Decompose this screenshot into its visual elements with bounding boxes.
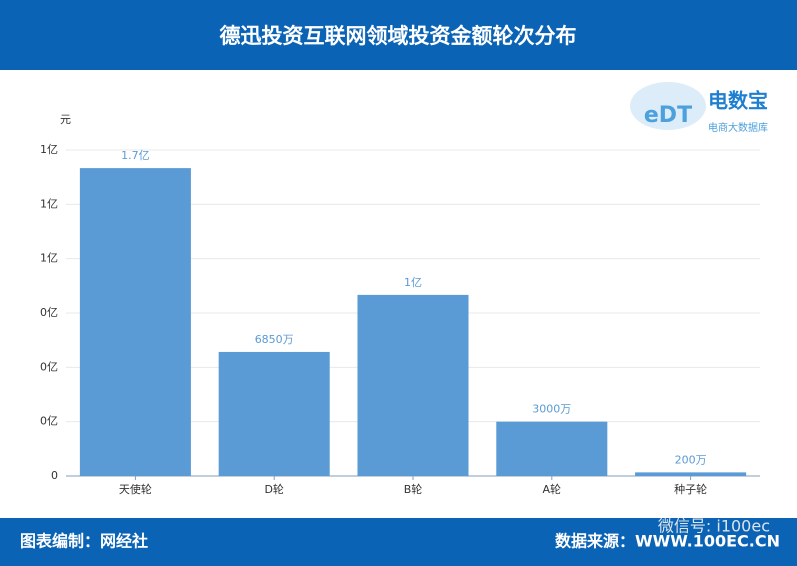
chart-title: 德迅投资互联网领域投资金额轮次分布 bbox=[220, 24, 577, 48]
x-tick-label: D轮 bbox=[264, 482, 283, 496]
y-tick-label: 0亿 bbox=[40, 306, 58, 319]
value-label: 1.7亿 bbox=[121, 149, 150, 162]
y-tick-label: 0 bbox=[51, 469, 58, 482]
bar bbox=[218, 351, 330, 476]
logo-tagline: 电商大数据库 bbox=[708, 121, 768, 134]
footer-credit: 图表编制：网经社 bbox=[20, 532, 148, 551]
y-tick-label: 0亿 bbox=[40, 360, 58, 373]
logo-cloud bbox=[630, 82, 706, 130]
y-tick-label: 1亿 bbox=[40, 197, 58, 210]
x-tick-label: 种子轮 bbox=[674, 482, 707, 496]
x-tick-label: A轮 bbox=[543, 482, 562, 496]
y-axis-label: 元 bbox=[60, 113, 71, 126]
watermark: 微信号: i100ec bbox=[658, 517, 770, 536]
y-tick-label: 1亿 bbox=[40, 252, 58, 265]
value-label: 3000万 bbox=[532, 403, 571, 416]
footer-band bbox=[0, 518, 797, 566]
logo-name: 电数宝 bbox=[708, 89, 768, 113]
logo-mark: eDT bbox=[644, 103, 692, 128]
value-label: 1亿 bbox=[404, 276, 422, 289]
footer-source: 数据来源：WWW.100EC.CN bbox=[555, 532, 780, 551]
value-label: 6850万 bbox=[255, 333, 294, 346]
bar bbox=[635, 472, 747, 476]
logo: eDT 电数宝 电商大数据库 bbox=[630, 82, 768, 134]
y-tick-label: 0亿 bbox=[40, 415, 58, 428]
value-label: 200万 bbox=[675, 453, 707, 466]
y-tick-label: 1亿 bbox=[40, 143, 58, 156]
header-band bbox=[0, 0, 797, 70]
x-tick-label: B轮 bbox=[404, 482, 423, 496]
x-tick-label: 天使轮 bbox=[119, 482, 152, 496]
bar bbox=[496, 421, 608, 476]
bar bbox=[357, 294, 469, 476]
bar bbox=[79, 168, 191, 476]
